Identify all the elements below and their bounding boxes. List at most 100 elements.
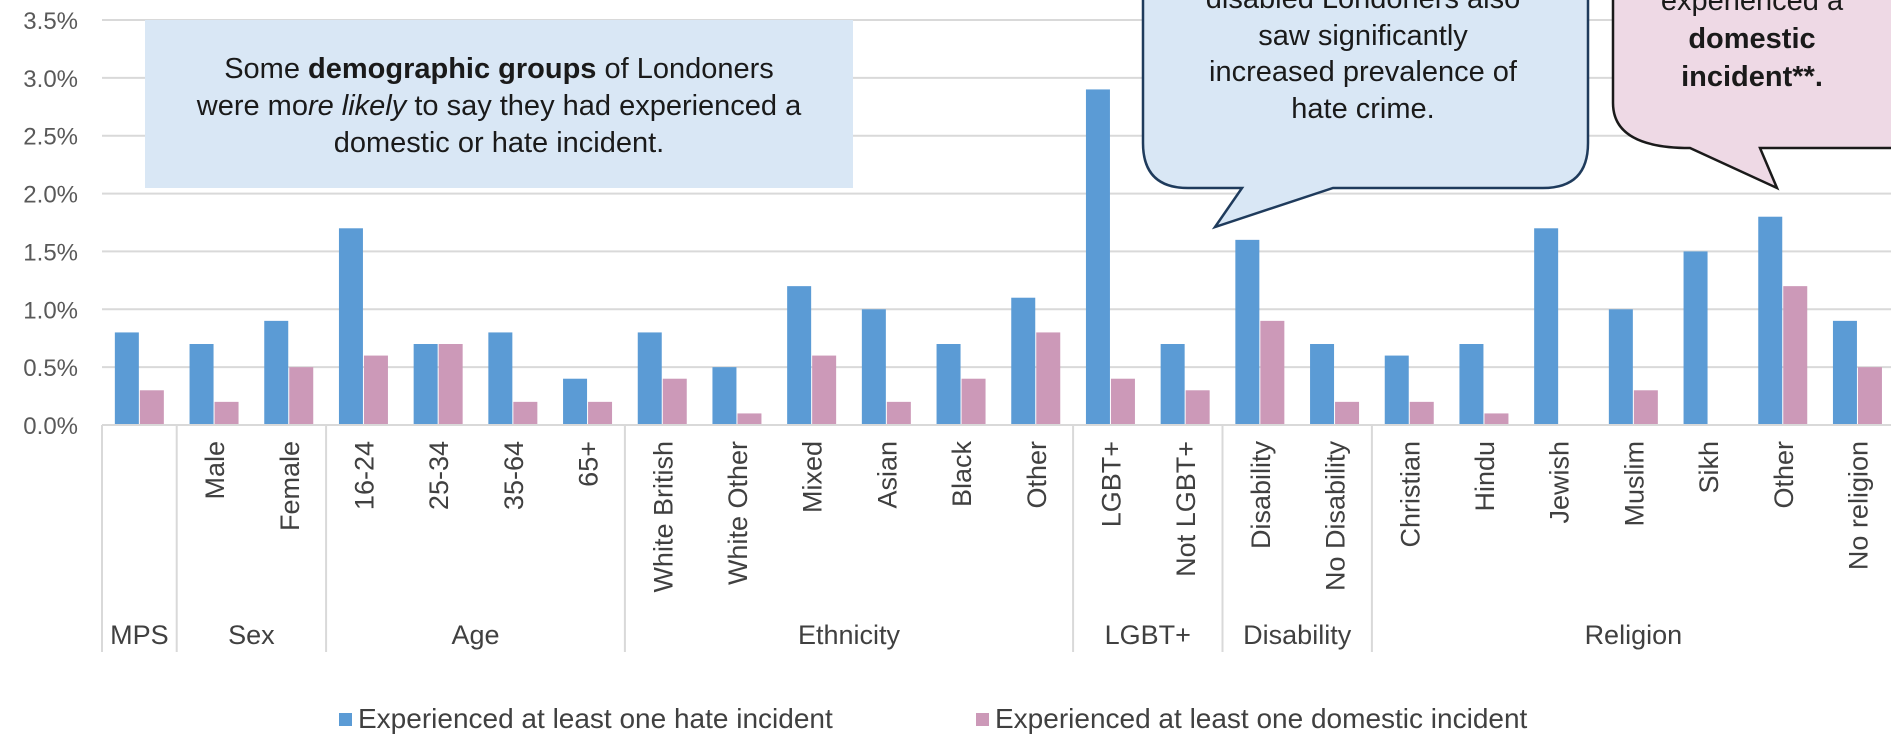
callout-disability-line-3: increased prevalence of: [1209, 56, 1518, 88]
bar-hate: [1608, 309, 1633, 425]
category-label: Asian: [872, 441, 902, 509]
category-label: White British: [648, 441, 678, 593]
callout-disability-line-2: saw significantly: [1258, 20, 1468, 52]
legend-swatch-domestic: [976, 713, 989, 726]
bar-hate: [1235, 239, 1260, 425]
category-label: Muslim: [1619, 441, 1649, 527]
legend-swatch-hate: [339, 713, 352, 726]
category-label: LGBT+: [1096, 441, 1126, 527]
callout-disability-bubble: [1141, 0, 1590, 230]
category-label: Disability: [1246, 441, 1276, 550]
y-tick-label: 3.5%: [23, 8, 78, 35]
y-tick-label: 0.0%: [23, 413, 78, 440]
category-label: 65+: [574, 441, 604, 487]
y-tick-label: 2.0%: [23, 182, 78, 209]
bar-domestic: [737, 413, 762, 425]
bar-domestic: [1110, 378, 1135, 425]
y-axis-ticks: 0.0% 0.5% 1.0% 1.5% 2.0% 2.5% 3.0% 3.5%: [23, 8, 78, 440]
bar-hate: [563, 378, 588, 425]
bar-domestic: [1260, 320, 1285, 425]
bar-hate: [861, 309, 886, 425]
bar-hate: [1011, 297, 1036, 425]
category-label: No Disability: [1321, 441, 1351, 592]
bar-domestic: [139, 390, 164, 425]
bar-hate: [1310, 344, 1335, 425]
category-label: Male: [200, 441, 230, 500]
bar-domestic: [289, 367, 314, 425]
category-label: Black: [947, 441, 977, 508]
group-label: Age: [451, 620, 499, 650]
bar-domestic: [513, 401, 538, 425]
y-tick-label: 3.0%: [23, 66, 78, 93]
annotation-box-background: [145, 20, 853, 188]
bar-hate: [1683, 251, 1708, 425]
callout-domestic-line-3: incident**.: [1681, 61, 1823, 93]
category-label: Not LGBT+: [1171, 441, 1201, 577]
bars: [114, 89, 1882, 425]
bar-domestic: [363, 355, 388, 425]
callout-disability-line-1: disabled Londoners also: [1206, 0, 1520, 15]
annotation-box-line-2: were more likely to say they had experie…: [196, 90, 802, 122]
bar-domestic: [1783, 286, 1808, 425]
bar-domestic: [961, 378, 986, 425]
category-label: Christian: [1395, 441, 1425, 548]
callout-domestic-bubble: [1611, 0, 1891, 191]
bar-hate: [1758, 216, 1783, 425]
y-tick-label: 1.5%: [23, 239, 78, 266]
callout-disability-line-4: hate crime.: [1291, 93, 1434, 125]
legend: Experienced at least one hate incident E…: [339, 703, 1528, 734]
bar-hate: [1160, 344, 1185, 425]
category-label: White Other: [723, 441, 753, 585]
bar-hate: [413, 344, 438, 425]
bar-hate: [787, 286, 812, 425]
x-axis: [101, 424, 1891, 652]
bar-hate: [1534, 228, 1559, 425]
bar-hate: [488, 332, 513, 425]
bar-hate: [1832, 320, 1857, 425]
bar-hate: [1459, 344, 1484, 425]
bar-domestic: [1036, 332, 1061, 425]
group-label: Ethnicity: [798, 620, 901, 650]
group-label: Sex: [228, 620, 275, 650]
y-tick-label: 0.5%: [23, 355, 78, 382]
category-label: Other: [1022, 441, 1052, 509]
group-label: MPS: [110, 620, 169, 650]
bar-domestic: [588, 401, 613, 425]
y-tick-label: 2.5%: [23, 124, 78, 151]
category-label: No religion: [1843, 441, 1873, 570]
bar-hate: [712, 367, 737, 425]
callout-domestic-line-1: experienced a: [1661, 0, 1844, 17]
callout-domestic: experienced a domestic incident**.: [1611, 0, 1891, 191]
category-label: 35-64: [499, 441, 529, 510]
bar-hate: [637, 332, 662, 425]
bar-domestic: [438, 344, 463, 425]
category-label: Jewish: [1545, 441, 1575, 524]
category-label: Mixed: [798, 441, 828, 513]
category-label: 25-34: [424, 441, 454, 510]
legend-label-domestic: Experienced at least one domestic incide…: [995, 703, 1528, 734]
bar-domestic: [1484, 413, 1509, 425]
category-label: 16-24: [349, 441, 379, 510]
annotation-box-demographic: Some demographic groups of Londoners wer…: [145, 20, 853, 188]
bar-domestic: [886, 401, 911, 425]
bar-hate: [1384, 355, 1409, 425]
bar-domestic: [662, 378, 687, 425]
bar-domestic: [812, 355, 837, 425]
category-labels: Male Female 16-24 25-34 35-64 65+ White Britis…: [200, 441, 1873, 593]
y-tick-label: 1.0%: [23, 297, 78, 324]
bar-domestic: [1335, 401, 1360, 425]
group-label: Religion: [1585, 620, 1683, 650]
bar-hate: [338, 228, 363, 425]
category-label: Female: [275, 441, 305, 531]
bar-hate: [1085, 89, 1110, 425]
category-label: Other: [1769, 441, 1799, 509]
group-labels: MPS Sex Age Ethnicity LGBT+ Disability Religio…: [110, 620, 1682, 650]
bar-domestic: [1633, 390, 1658, 425]
bar-domestic: [1409, 401, 1434, 425]
legend-label-hate: Experienced at least one hate incident: [358, 703, 833, 734]
group-label: Disability: [1243, 620, 1352, 650]
callout-disability: disabled Londoners also saw significantl…: [1141, 0, 1590, 230]
callout-domestic-line-2: domestic: [1688, 23, 1815, 55]
